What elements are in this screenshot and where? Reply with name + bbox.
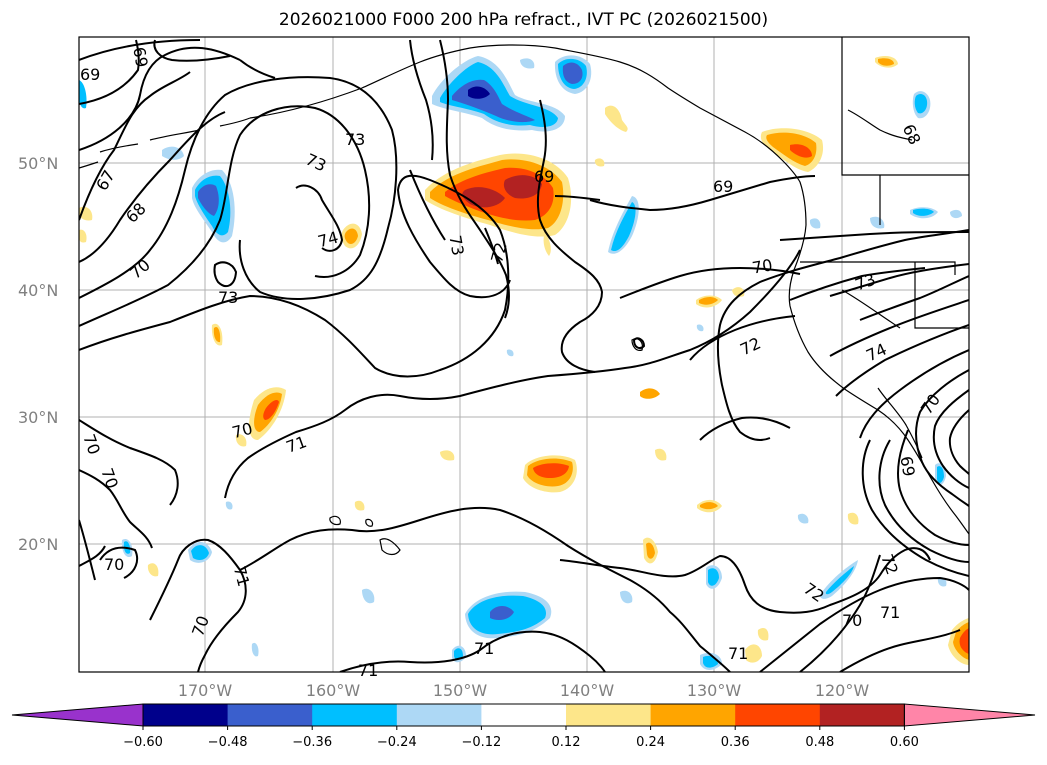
colorbar-swatch (819, 704, 905, 726)
lon-label: 130°W (687, 681, 742, 700)
colorbar-tick-label: 0.24 (636, 735, 665, 750)
colorbar-tick-label: −0.24 (377, 735, 417, 750)
colorbar-swatch (312, 704, 398, 726)
contour-label: 67 (92, 167, 119, 194)
colorbar: −0.60 −0.48 −0.36 −0.24 −0.12 0.12 0.24 0.36 0.4… (11, 703, 1036, 750)
colorbar-tick-label: 0.60 (890, 735, 919, 750)
contour-label: 69 (534, 167, 554, 186)
contour-label: 73 (445, 234, 467, 257)
contour-label: 74 (316, 228, 341, 252)
contour-label: 71 (728, 644, 748, 663)
contour-label: 73 (303, 150, 329, 176)
contour-label: 70 (79, 432, 104, 458)
contour-label: 69 (129, 46, 151, 69)
colorbar-swatch (650, 704, 736, 726)
lat-label: 30°N (18, 408, 58, 427)
lat-label: 40°N (18, 281, 58, 300)
contour-label: 72 (800, 579, 828, 606)
lat-label: 50°N (18, 154, 58, 173)
contour-label: 72 (487, 240, 511, 265)
contour-label: 73 (345, 130, 365, 149)
colorbar-swatch (735, 704, 821, 726)
contour-label: 73 (218, 288, 238, 307)
colorbar-extend-low (11, 703, 144, 727)
lon-label: 120°W (815, 681, 870, 700)
contour-label: 71 (880, 603, 900, 622)
contour-label: 72 (737, 333, 763, 359)
lon-label: 170°W (178, 681, 233, 700)
colorbar-tick-label: −0.48 (208, 735, 248, 750)
colorbar-swatch (143, 704, 229, 726)
contour-label: 70 (842, 611, 862, 630)
lon-label: 160°W (306, 681, 361, 700)
colorbar-extend-high (903, 703, 1036, 727)
contour-label: 69 (80, 65, 100, 84)
colorbar-tick-label: −0.60 (123, 735, 163, 750)
colorbar-swatch (481, 704, 567, 726)
colorbar-tick-label: 0.12 (552, 735, 581, 750)
contour-label: 69 (713, 177, 733, 196)
refractivity-shading (79, 55, 969, 670)
colorbar-frame (142, 703, 905, 727)
map-frame (78, 36, 970, 673)
lat-label: 20°N (18, 535, 58, 554)
contour-label: 71 (474, 639, 494, 658)
contour-label: 71 (358, 661, 378, 680)
gridlines (79, 37, 969, 672)
contour-label: 70 (188, 613, 213, 639)
contour-label: 70 (230, 419, 255, 443)
lon-label: 140°W (560, 681, 615, 700)
colorbar-swatch (227, 704, 313, 726)
contour-label: 70 (917, 390, 944, 418)
colorbar-tick-label: −0.36 (292, 735, 332, 750)
contour-label: 74 (863, 339, 889, 365)
contour-label: 70 (97, 466, 122, 492)
contour-label: 68 (899, 121, 925, 147)
latitude-labels: 50°N 40°N 30°N 20°N (18, 154, 58, 554)
contour-label: 68 (122, 199, 150, 227)
lon-label: 150°W (433, 681, 488, 700)
contour-label: 70 (751, 255, 774, 277)
colorbar-tick-label: 0.36 (721, 735, 750, 750)
colorbar-tick-label: 0.48 (805, 735, 834, 750)
colorbar-tick-label: −0.12 (461, 735, 501, 750)
contour-label: 71 (230, 564, 254, 589)
contour-label: 70 (126, 255, 154, 283)
colorbar-swatch (566, 704, 652, 726)
map-title: 2026021000 F000 200 hPa refract., IVT PC… (278, 10, 769, 30)
longitude-labels: 170°W 160°W 150°W 140°W 130°W 120°W (178, 681, 870, 700)
colorbar-swatch (396, 704, 482, 726)
contour-label: 69 (896, 455, 918, 478)
contour-lines (79, 39, 969, 672)
contour-label: 70 (104, 555, 124, 574)
